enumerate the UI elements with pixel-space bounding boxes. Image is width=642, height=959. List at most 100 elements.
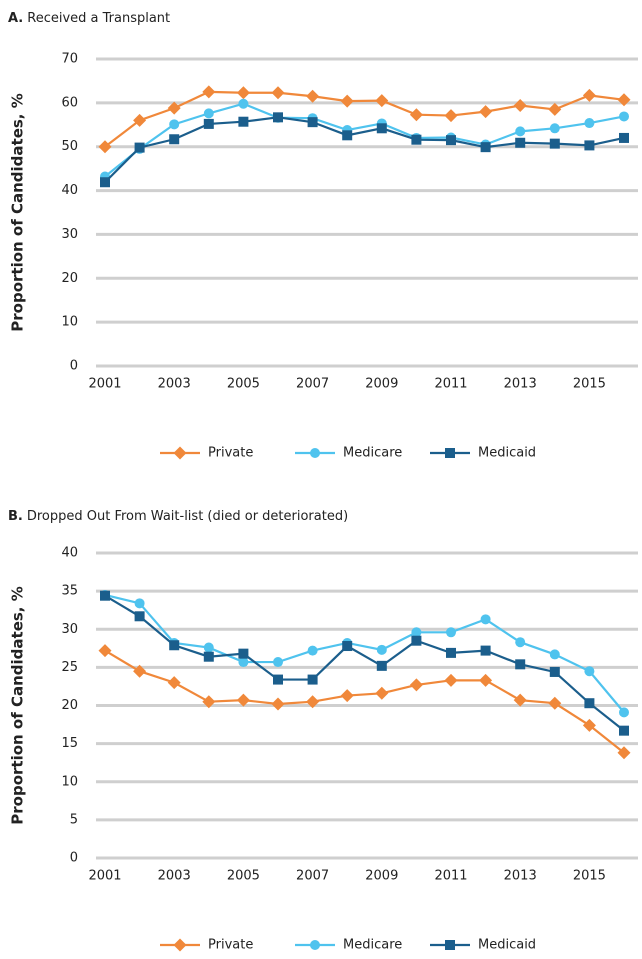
legend-marker: [173, 938, 187, 952]
marker: [203, 651, 214, 662]
y-axis-label: Proportion of Candidates, %: [9, 93, 27, 331]
marker: [479, 673, 493, 687]
x-tick-label: 2013: [504, 869, 537, 884]
marker: [98, 644, 112, 658]
marker: [409, 108, 423, 122]
y-tick-label: 5: [70, 812, 78, 827]
x-tick-label: 2015: [573, 869, 606, 884]
marker: [549, 666, 560, 677]
marker: [549, 649, 560, 660]
marker: [446, 627, 456, 638]
marker: [549, 123, 560, 134]
marker: [446, 647, 456, 658]
marker: [619, 725, 629, 736]
marker: [515, 126, 526, 137]
marker: [202, 85, 216, 99]
x-tick-label: 2011: [434, 869, 467, 884]
marker: [342, 130, 353, 141]
y-tick-label: 0: [70, 851, 78, 866]
marker: [619, 707, 629, 718]
legend-marker: [310, 448, 320, 458]
marker: [307, 117, 318, 128]
y-tick-label: 40: [61, 183, 78, 198]
marker: [548, 102, 562, 116]
marker: [480, 614, 491, 625]
marker: [238, 116, 249, 127]
marker: [515, 659, 526, 670]
y-tick-label: 20: [61, 271, 78, 286]
x-tick-label: 2007: [296, 377, 329, 392]
marker: [134, 598, 145, 609]
series-line: [104, 116, 625, 184]
x-tick-label: 2007: [296, 869, 329, 884]
marker: [617, 746, 631, 760]
marker: [584, 118, 595, 129]
y-tick-label: 10: [61, 774, 78, 789]
y-tick-label: 30: [61, 622, 78, 637]
legend-label: Medicaid: [478, 938, 536, 953]
y-tick-label: 30: [61, 227, 78, 242]
series-line: [104, 649, 625, 754]
series-line: [104, 593, 625, 714]
marker: [582, 718, 596, 732]
marker: [376, 660, 387, 671]
marker: [375, 686, 389, 700]
marker: [444, 673, 458, 687]
marker: [513, 693, 527, 707]
marker: [548, 696, 562, 710]
series-line: [104, 102, 625, 178]
panel-title: A. Received a Transplant: [8, 11, 170, 26]
x-tick-label: 2005: [227, 869, 260, 884]
x-tick-label: 2003: [158, 377, 191, 392]
marker: [238, 657, 249, 668]
x-tick-label: 2009: [365, 377, 398, 392]
y-tick-label: 60: [61, 95, 78, 110]
marker: [480, 142, 491, 153]
marker: [584, 698, 595, 709]
marker: [376, 644, 387, 655]
x-tick-label: 2009: [365, 869, 398, 884]
marker: [619, 132, 629, 143]
marker: [167, 676, 181, 690]
y-tick-label: 40: [61, 546, 78, 561]
legend-label: Private: [208, 938, 253, 953]
marker: [549, 138, 560, 149]
panel-title: B. Dropped Out From Wait-list (died or de…: [8, 509, 348, 524]
marker: [340, 94, 354, 108]
x-tick-label: 2015: [573, 377, 606, 392]
y-tick-label: 35: [61, 584, 78, 599]
series-line: [104, 90, 625, 148]
marker: [342, 641, 353, 652]
marker: [307, 674, 318, 685]
marker: [306, 89, 320, 103]
marker: [411, 635, 422, 646]
marker: [169, 134, 180, 145]
title-text: Received a Transplant: [27, 11, 170, 26]
marker: [409, 678, 423, 692]
marker: [133, 113, 147, 127]
marker: [375, 94, 389, 108]
marker: [617, 93, 631, 107]
title-text: Dropped Out From Wait-list (died or dete…: [27, 509, 348, 524]
y-tick-label: 20: [61, 698, 78, 713]
marker: [98, 140, 112, 154]
marker: [100, 177, 110, 188]
marker: [582, 88, 596, 102]
marker: [169, 640, 180, 651]
marker: [134, 142, 145, 153]
marker: [100, 590, 110, 601]
marker: [515, 637, 526, 648]
marker: [584, 140, 595, 151]
marker: [167, 101, 181, 115]
legend-label: Medicaid: [478, 446, 536, 461]
y-axis-label: Proportion of Candidates, %: [9, 586, 27, 824]
panel: A. Received a Transplant Proportion of Can…: [8, 11, 638, 461]
y-tick-label: 0: [70, 359, 78, 374]
x-tick-label: 2005: [227, 377, 260, 392]
legend-marker: [445, 940, 455, 950]
marker: [236, 86, 250, 100]
marker: [238, 648, 249, 659]
marker: [203, 118, 214, 129]
marker: [307, 645, 318, 656]
